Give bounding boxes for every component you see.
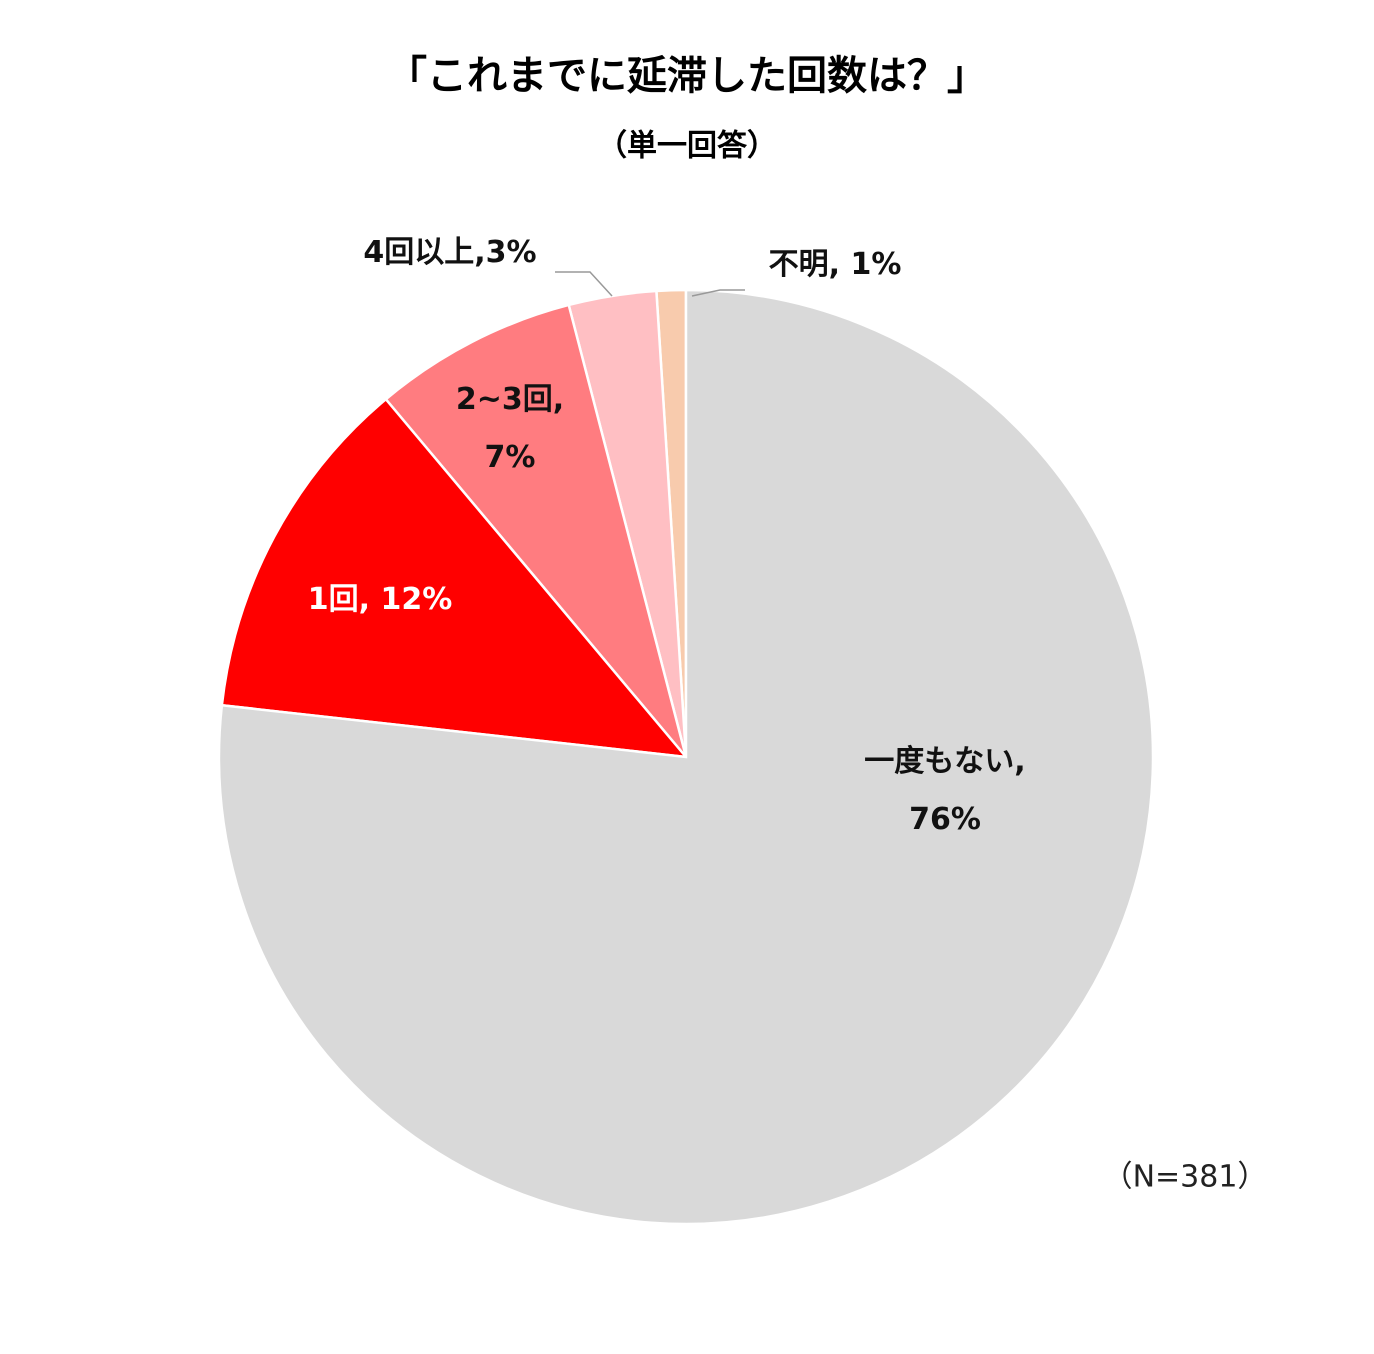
- data-label-line: 不明, 1%: [769, 247, 902, 282]
- data-label-line: 76%: [909, 802, 981, 837]
- leader-line: [691, 289, 745, 297]
- pie-slice: [220, 397, 689, 759]
- data-label-line: 4回以上,3%: [363, 235, 536, 270]
- chart-title: 「これまでに延滞した回数は？」: [387, 53, 987, 99]
- pie-slice: [217, 288, 1155, 1226]
- data-label-line: 7%: [485, 440, 536, 475]
- data-label-line: 一度もない,: [864, 744, 1025, 779]
- leader-line: [555, 271, 613, 297]
- note: （N=381）: [1103, 1160, 1268, 1195]
- pie-slice: [384, 303, 688, 758]
- data-label: 一度もない, 76%: [864, 744, 1025, 837]
- chart-subtitle: （単一回答）: [597, 129, 777, 164]
- data-label: 1回, 12%: [308, 582, 453, 617]
- data-label: 2~3回, 7%: [456, 382, 564, 475]
- data-label-line: 1回, 12%: [308, 582, 453, 617]
- data-label: 不明, 1%: [769, 247, 902, 282]
- data-label: 4回以上,3%: [363, 235, 536, 270]
- data-label-line: 2~3回,: [456, 382, 564, 417]
